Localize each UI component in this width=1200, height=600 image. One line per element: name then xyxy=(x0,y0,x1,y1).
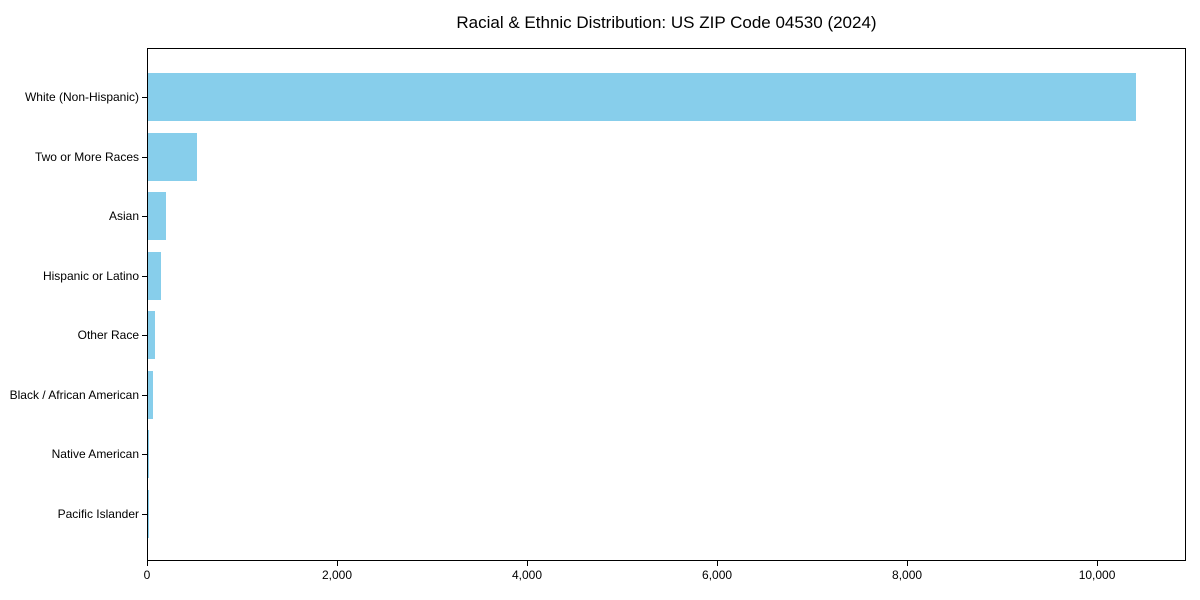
category-label: Hispanic or Latino xyxy=(42,268,139,283)
category-label: Native American xyxy=(51,447,139,462)
x-tick-label: 6,000 xyxy=(702,568,733,582)
category-label: Pacific Islander xyxy=(57,506,139,521)
bar-5 xyxy=(148,311,155,360)
y-tick-mark xyxy=(142,454,147,456)
bar-6 xyxy=(148,370,153,419)
category-label: Two or More Races xyxy=(34,149,139,164)
x-tick-label: 8,000 xyxy=(892,568,923,582)
x-tick-mark xyxy=(717,561,719,566)
category-label: Black / African American xyxy=(9,387,139,402)
bar-7 xyxy=(148,430,150,479)
y-tick-mark xyxy=(142,513,147,515)
y-tick-mark xyxy=(142,275,147,277)
category-label: Asian xyxy=(108,209,139,224)
plot-area xyxy=(147,48,1186,561)
y-tick-mark xyxy=(142,97,147,98)
x-tick-mark xyxy=(527,561,529,566)
x-tick-label: 0 xyxy=(143,568,151,582)
x-tick-label: 10,000 xyxy=(1078,568,1116,582)
x-tick-mark xyxy=(907,561,909,566)
bar-3 xyxy=(148,192,167,241)
bar-2 xyxy=(148,132,198,181)
bar-1 xyxy=(148,73,1137,121)
y-tick-mark xyxy=(142,156,147,158)
x-tick-label: 4,000 xyxy=(512,568,543,582)
bar-4 xyxy=(148,251,161,300)
x-tick-mark xyxy=(1097,561,1099,566)
x-tick-mark xyxy=(337,561,338,566)
category-label: White (Non-Hispanic) xyxy=(24,90,139,104)
x-tick-mark xyxy=(147,561,148,566)
y-tick-mark xyxy=(142,394,147,396)
chart-title: Racial & Ethnic Distribution: US ZIP Cod… xyxy=(456,13,877,32)
y-tick-mark xyxy=(142,335,147,337)
category-label: Other Race xyxy=(77,328,139,343)
x-tick-label: 2,000 xyxy=(321,568,353,582)
y-tick-mark xyxy=(142,216,147,218)
